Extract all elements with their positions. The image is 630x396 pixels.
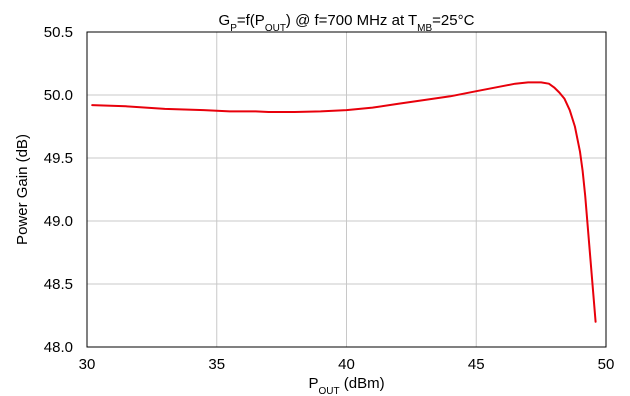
- grid: [87, 32, 606, 347]
- text-part: P: [308, 375, 318, 392]
- y-tick-label: 49.0: [44, 213, 73, 230]
- x-tick-label: 35: [208, 356, 225, 373]
- text-part: ) @ f=700 MHz at T: [286, 12, 417, 29]
- y-tick-label: 48.0: [44, 339, 73, 356]
- subscript-text: MB: [417, 23, 432, 34]
- x-tick-label: 50: [598, 356, 615, 373]
- y-tick-label: 48.5: [44, 276, 73, 293]
- y-tick-label: 50.5: [44, 24, 73, 41]
- text-part: (dBm): [340, 375, 385, 392]
- subscript-text: P: [230, 23, 237, 34]
- series-layer: [91, 81, 597, 323]
- subscript-text: OUT: [318, 386, 339, 396]
- power-gain-line: [91, 81, 597, 323]
- chart-title: GP=f(POUT) @ f=700 MHz at TMB=25°C: [219, 12, 475, 34]
- x-tick-labels: 30 35 40 45 50: [79, 356, 615, 373]
- x-axis-label: POUT (dBm): [308, 375, 384, 396]
- plot-frame: [86, 31, 607, 348]
- x-tick-label: 45: [468, 356, 485, 373]
- y-tick-label: 50.0: [44, 87, 73, 104]
- text-part: G: [219, 12, 231, 29]
- y-axis-label: Power Gain (dB): [14, 134, 31, 245]
- x-tick-label: 30: [79, 356, 96, 373]
- x-tick-label: 40: [338, 356, 355, 373]
- subscript-text: OUT: [265, 23, 286, 34]
- y-tick-label: 49.5: [44, 150, 73, 167]
- text-part: =25°C: [432, 12, 474, 29]
- y-tick-labels: 48.0 48.5 49.0 49.5 50.0 50.5: [44, 24, 73, 356]
- text-part: =f(P: [237, 12, 265, 29]
